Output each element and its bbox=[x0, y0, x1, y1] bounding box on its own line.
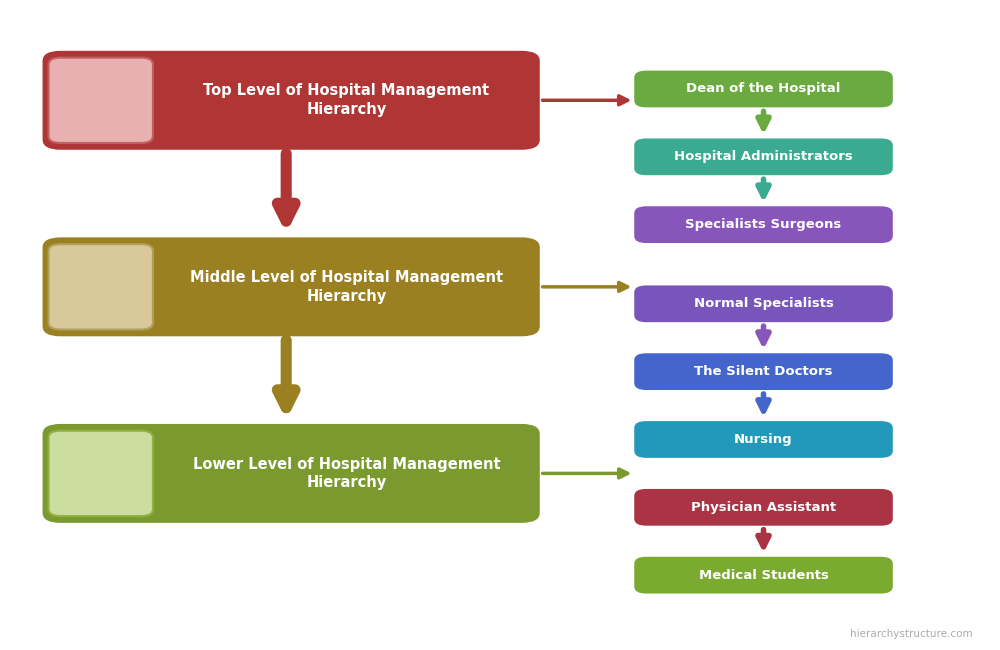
FancyBboxPatch shape bbox=[634, 557, 893, 593]
Text: Hospital Administrators: Hospital Administrators bbox=[674, 150, 853, 163]
FancyBboxPatch shape bbox=[43, 237, 540, 336]
FancyBboxPatch shape bbox=[634, 353, 893, 390]
Text: Specialists Surgeons: Specialists Surgeons bbox=[685, 218, 842, 231]
FancyBboxPatch shape bbox=[634, 71, 893, 107]
Text: Top Level of Hospital Management
Hierarchy: Top Level of Hospital Management Hierarc… bbox=[203, 83, 489, 117]
Text: Normal Specialists: Normal Specialists bbox=[694, 297, 833, 310]
Text: Medical Students: Medical Students bbox=[699, 569, 828, 582]
FancyBboxPatch shape bbox=[634, 421, 893, 458]
Text: Nursing: Nursing bbox=[734, 433, 793, 446]
Text: hierarchystructure.com: hierarchystructure.com bbox=[850, 629, 972, 639]
FancyBboxPatch shape bbox=[634, 138, 893, 176]
Text: Dean of the Hospital: Dean of the Hospital bbox=[686, 83, 841, 96]
FancyBboxPatch shape bbox=[49, 244, 153, 330]
FancyBboxPatch shape bbox=[634, 285, 893, 322]
Text: The Silent Doctors: The Silent Doctors bbox=[694, 365, 833, 378]
Text: Lower Level of Hospital Management
Hierarchy: Lower Level of Hospital Management Hiera… bbox=[193, 456, 500, 490]
Text: Middle Level of Hospital Management
Hierarchy: Middle Level of Hospital Management Hier… bbox=[190, 270, 503, 304]
FancyBboxPatch shape bbox=[634, 206, 893, 243]
FancyBboxPatch shape bbox=[49, 58, 153, 143]
FancyBboxPatch shape bbox=[43, 51, 540, 150]
FancyBboxPatch shape bbox=[634, 489, 893, 526]
FancyBboxPatch shape bbox=[49, 431, 153, 516]
Text: Physician Assistant: Physician Assistant bbox=[691, 500, 836, 514]
FancyBboxPatch shape bbox=[43, 424, 540, 523]
